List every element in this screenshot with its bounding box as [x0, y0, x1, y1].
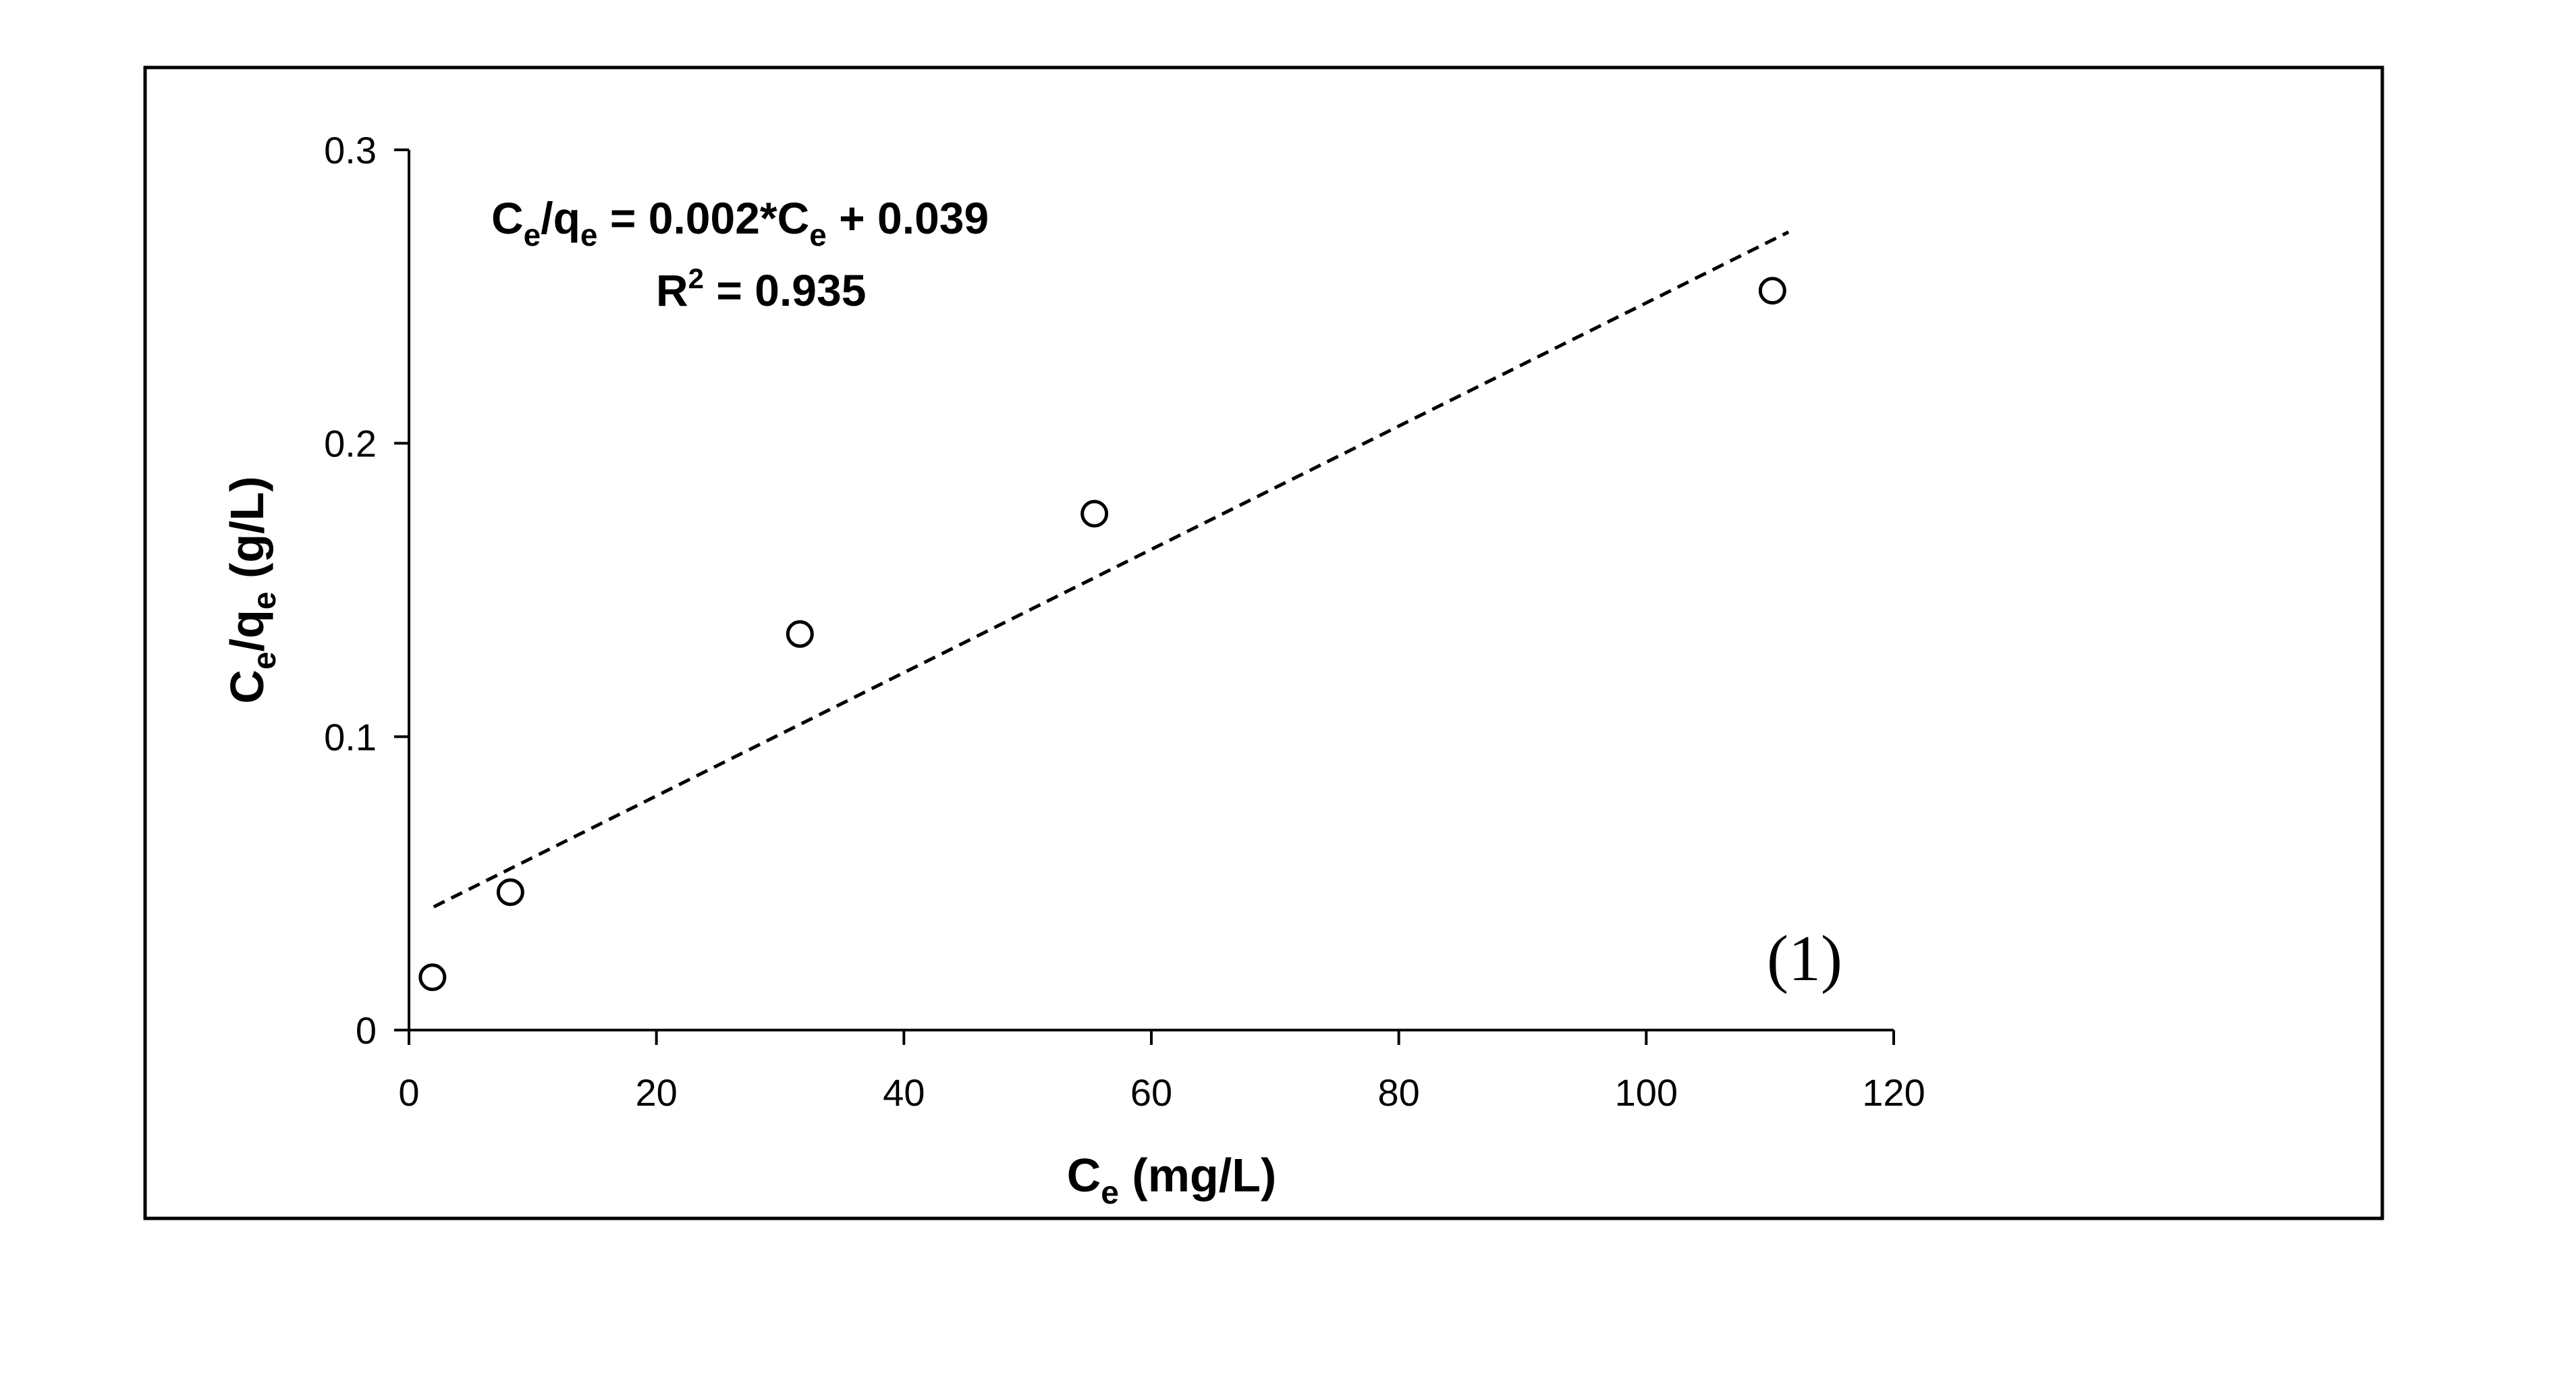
data-point — [1080, 500, 1109, 528]
trendline-group — [433, 230, 1790, 909]
y-tick-label: 0.3 — [324, 129, 377, 171]
x-tick-label: 40 — [883, 1071, 925, 1114]
y-tick-label: 0 — [356, 1009, 377, 1052]
x-tick-label: 0 — [398, 1071, 419, 1114]
x-tick-label: 60 — [1130, 1071, 1172, 1114]
y-tick-label: 0.2 — [324, 423, 377, 465]
x-axis-title: Ce (mg/L) — [1067, 1149, 1277, 1211]
y-axis-title: Ce/qe (g/L) — [221, 476, 283, 703]
data-point — [1758, 277, 1786, 305]
x-tick-label: 120 — [1862, 1071, 1925, 1114]
equation-line-2: R2 = 0.935 — [656, 263, 866, 315]
data-point — [786, 620, 814, 648]
y-tick-label: 0.1 — [324, 716, 377, 758]
data-points — [418, 277, 1786, 992]
x-tick-label: 100 — [1615, 1071, 1678, 1114]
panel-label: (1) — [1767, 922, 1842, 994]
equation-line-1: Ce/qe = 0.002*Ce + 0.039 — [491, 193, 989, 252]
x-ticks: 0 20 40 60 80 100 120 — [398, 1030, 1925, 1114]
x-tick-label: 20 — [636, 1071, 678, 1114]
trendline — [433, 230, 1790, 909]
y-ticks: 0 0.1 0.2 0.3 — [324, 129, 409, 1052]
chart-frame — [143, 65, 2384, 1220]
data-point — [496, 878, 524, 907]
data-point — [418, 963, 447, 992]
x-tick-label: 80 — [1378, 1071, 1420, 1114]
